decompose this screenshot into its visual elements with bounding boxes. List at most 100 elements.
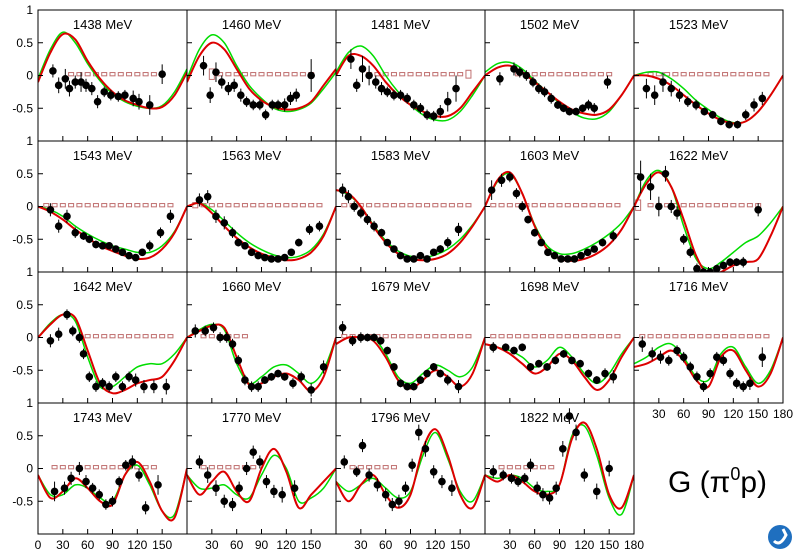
model-curve (38, 205, 187, 261)
annotation: G (π0p) (668, 464, 767, 499)
sys-error (498, 465, 505, 470)
data-point (216, 333, 224, 342)
panel (38, 455, 187, 522)
data-point (675, 91, 684, 99)
sys-error (490, 203, 497, 208)
sys-error (126, 203, 133, 208)
sys-error (399, 72, 406, 77)
model-curve (336, 189, 485, 262)
x-tick-label: 150 (748, 407, 768, 421)
data-point (307, 71, 315, 80)
data-point (638, 340, 647, 348)
x-tick-label: 180 (624, 538, 644, 552)
data-point (758, 94, 767, 103)
sys-error (299, 203, 306, 208)
data-point (550, 251, 559, 260)
panel-title: 1743 MeV (73, 410, 133, 425)
data-point (497, 176, 506, 185)
sys-error (539, 465, 546, 470)
sys-error (117, 203, 124, 208)
data-point (54, 330, 63, 339)
panel (634, 334, 783, 392)
x-tick-label: 180 (773, 407, 793, 421)
data-point (408, 461, 416, 470)
sys-error (523, 334, 530, 339)
sys-error (498, 203, 505, 208)
sys-error (531, 334, 538, 339)
sys-error (390, 334, 397, 339)
data-point (154, 481, 162, 489)
panel-title: 1770 MeV (222, 410, 282, 425)
data-point (241, 242, 249, 250)
sys-error (208, 465, 215, 470)
data-point (454, 382, 463, 391)
x-tick-label: 120 (276, 538, 296, 552)
model-curve (336, 428, 485, 510)
data-point (98, 242, 107, 250)
sys-error (299, 72, 306, 77)
data-point (557, 255, 565, 263)
data-point (150, 382, 158, 391)
sys-error (664, 334, 671, 339)
data-point (63, 310, 71, 319)
data-point (717, 117, 725, 126)
panel (187, 33, 336, 121)
sys-error (68, 465, 75, 470)
data-point (507, 474, 516, 483)
sys-error (597, 334, 604, 339)
data-point (241, 376, 249, 384)
sys-error (680, 72, 687, 77)
model-curve (485, 61, 634, 121)
data-point (319, 363, 328, 371)
sys-error (109, 72, 116, 77)
sys-error (763, 72, 770, 77)
panel-title: 1543 MeV (73, 148, 133, 163)
data-point (212, 484, 220, 492)
sys-error (705, 334, 712, 339)
annotation-main: G (π (668, 466, 730, 499)
y-tick-label: 1 (26, 134, 33, 148)
sys-error (515, 334, 522, 339)
sys-error (101, 465, 108, 470)
data-point (565, 412, 574, 420)
sys-error (109, 465, 116, 470)
model-curve (634, 337, 783, 385)
data-point (131, 376, 140, 384)
data-point (429, 248, 438, 257)
sys-error (291, 203, 298, 208)
sys-error (150, 203, 157, 208)
sys-error (531, 203, 538, 208)
data-point (261, 111, 270, 119)
data-point (217, 78, 226, 86)
sys-error (440, 72, 447, 77)
data-point (305, 225, 314, 234)
sys-error (142, 203, 149, 208)
data-point (552, 484, 560, 492)
data-point (235, 484, 243, 492)
sys-error (241, 203, 248, 208)
y-tick-label: 0 (26, 331, 33, 345)
data-point (520, 474, 529, 483)
data-point (693, 373, 701, 381)
sys-error (109, 203, 116, 208)
sys-error (746, 334, 753, 339)
sys-error (556, 334, 563, 339)
sys-error (490, 334, 497, 339)
data-point (395, 497, 403, 506)
data-point (274, 369, 282, 378)
model-curve (485, 170, 634, 262)
sys-error (589, 203, 596, 208)
x-tick-label: 30 (503, 538, 517, 552)
data-point (261, 253, 269, 262)
data-point (535, 84, 543, 93)
data-point (563, 255, 572, 263)
sys-error (134, 72, 141, 77)
panel (336, 45, 485, 122)
panel (485, 170, 634, 263)
sys-error (76, 72, 83, 77)
data-point (352, 467, 361, 476)
data-point (423, 111, 431, 119)
data-point (396, 91, 405, 99)
data-point (338, 186, 347, 194)
sys-error (763, 334, 770, 339)
